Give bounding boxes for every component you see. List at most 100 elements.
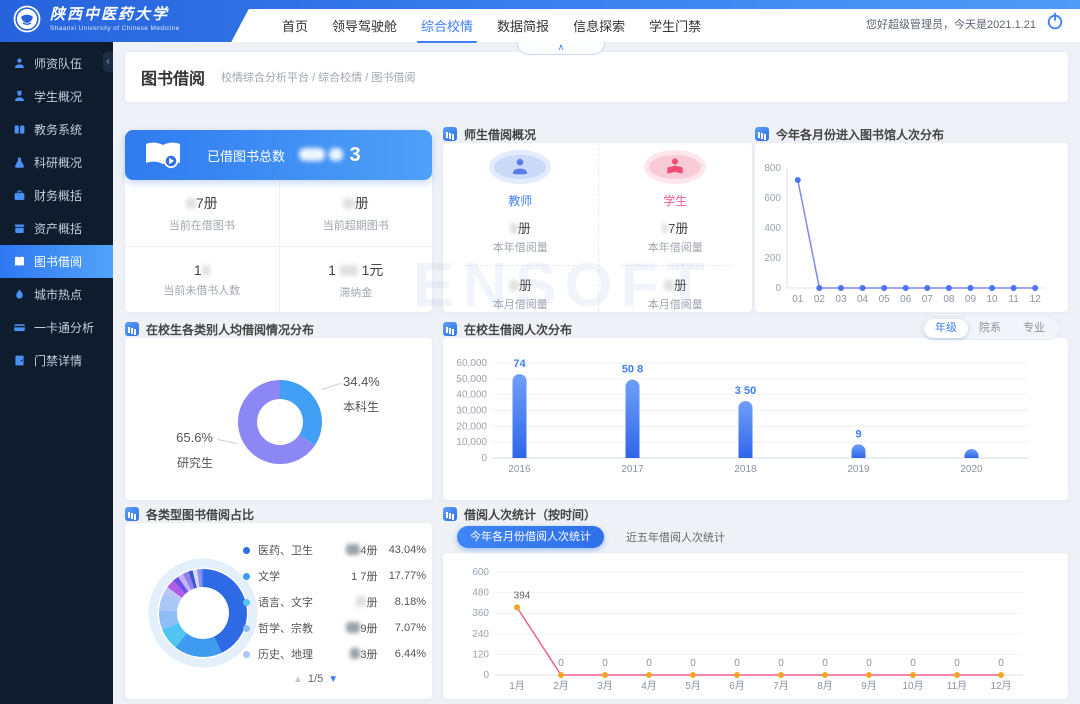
student-label: 学生 xyxy=(663,194,688,208)
svg-text:360: 360 xyxy=(472,608,489,619)
nav-collapse-handle[interactable]: ∧ xyxy=(517,42,605,55)
redaction-blur xyxy=(346,622,361,633)
svg-text:400: 400 xyxy=(764,223,781,234)
tab-last-five-years[interactable]: 近五年借阅人次统计 xyxy=(626,532,725,544)
nav-item-data-brief[interactable]: 数据简报 xyxy=(497,19,550,34)
sidebar-item-research[interactable]: 科研概况 xyxy=(0,146,113,179)
sidebar-item-finance[interactable]: 财务概括 xyxy=(0,179,113,212)
legend-row: 哲学、宗教 9册 7.07% xyxy=(243,615,426,641)
svg-text:12月: 12月 xyxy=(990,680,1011,692)
asset-box-icon xyxy=(13,222,26,235)
svg-text:09: 09 xyxy=(965,294,977,305)
sidebar-item-students[interactable]: 学生概况 xyxy=(0,80,113,113)
redaction-blur xyxy=(662,223,669,234)
legend-pct: 17.77% xyxy=(388,570,426,582)
redaction-blur xyxy=(185,198,196,209)
nav-item-student-access[interactable]: 学生门禁 xyxy=(649,19,702,34)
stat-late-fee: 1 1元 滞纳金 xyxy=(278,246,432,312)
svg-text:0: 0 xyxy=(910,658,916,669)
pager-up-icon[interactable]: ▲ xyxy=(293,673,303,685)
redaction-blur xyxy=(342,198,355,209)
sidebar-item-access-detail[interactable]: 门禁详情 xyxy=(0,344,113,377)
redaction-blur xyxy=(350,648,361,659)
stat-value: 1 xyxy=(193,261,202,278)
sidebar-item-label: 学生概况 xyxy=(34,90,83,104)
pager-down-icon[interactable]: ▼ xyxy=(328,673,339,685)
svg-text:12: 12 xyxy=(1030,294,1042,305)
sidebar-item-city-hotspot[interactable]: 城市热点 xyxy=(0,278,113,311)
undergrad-pct-label: 34.4% xyxy=(343,374,380,389)
sidebar-item-academic-system[interactable]: 教务系统 xyxy=(0,113,113,146)
tab-department[interactable]: 院系 xyxy=(979,322,1001,334)
svg-text:40,000: 40,000 xyxy=(456,390,487,401)
breadcrumb: 校情综合分析平台 / 综合校情 / 图书借阅 xyxy=(221,72,416,84)
teacher-label: 教师 xyxy=(508,194,533,208)
legend-pct: 6.44% xyxy=(394,648,426,660)
legend-dot xyxy=(243,598,250,606)
redaction-blur xyxy=(509,223,518,234)
sidebar-item-assets[interactable]: 资产概括 xyxy=(0,212,113,245)
page-title-panel: 图书借阅 校情综合分析平台 / 综合校情 / 图书借阅 xyxy=(125,52,1068,102)
teacher-student-card: 师生借阅概况 教师 册 本年借阅量 册 xyxy=(443,125,752,312)
sidebar-item-card-analysis[interactable]: 一卡通分析 xyxy=(0,311,113,344)
nav-item-cockpit[interactable]: 领导驾驶舱 xyxy=(332,19,398,34)
chevron-left-icon: ‹ xyxy=(106,56,110,67)
borrow-year-bar-chart[interactable]: 0 10,000 20,000 30,000 40,000 50,000 60,000 74 2… xyxy=(443,338,1068,500)
svg-text:11: 11 xyxy=(1008,294,1019,305)
svg-text:01: 01 xyxy=(792,294,804,305)
total-borrowed-banner: 已借图书总数 3 xyxy=(125,130,432,180)
legend-pct: 7.07% xyxy=(394,622,426,634)
sidebar-item-label: 教务系统 xyxy=(34,123,83,137)
book-categories-donut[interactable] xyxy=(125,523,275,699)
student-icon xyxy=(13,90,26,103)
university-emblem-icon xyxy=(13,5,41,33)
svg-text:74: 74 xyxy=(513,358,526,370)
tab-major[interactable]: 专业 xyxy=(1023,322,1045,334)
svg-text:2月: 2月 xyxy=(553,680,569,692)
tab-this-year-monthly[interactable]: 今年各月份借阅人次统计 xyxy=(457,526,604,548)
student-category-donut[interactable] xyxy=(125,338,432,500)
sidebar-collapse-button[interactable]: ‹ xyxy=(103,52,113,72)
nav-item-campus-overview[interactable]: 综合校情 xyxy=(417,16,478,43)
svg-text:2020: 2020 xyxy=(960,464,983,475)
nav-item-info-explore[interactable]: 信息探索 xyxy=(573,19,626,34)
stat-overdue: 册 当前超期图书 xyxy=(278,180,433,246)
sidebar-item-teachers[interactable]: 师资队伍 xyxy=(0,47,113,80)
stat-value: 册 xyxy=(354,195,369,211)
user-greeting: 您好超级管理员，今天是2021.1.21 xyxy=(866,19,1036,31)
postgrad-pct-label: 65.6% xyxy=(176,430,213,445)
legend-dot xyxy=(243,572,250,580)
svg-text:7月: 7月 xyxy=(773,680,789,692)
entries-line-chart[interactable]: 0 200 400 600 800 01 02 03 04 05 06 07 08 09 10 11 12 xyxy=(755,143,1068,312)
student-month-value: 册 xyxy=(673,278,687,293)
redaction-blur xyxy=(299,148,326,161)
student-category-card-icon xyxy=(125,322,139,336)
svg-text:04: 04 xyxy=(857,294,869,305)
svg-text:2018: 2018 xyxy=(734,464,757,475)
legend-label: 医药、卫生 xyxy=(258,545,313,557)
redaction-blur xyxy=(346,544,361,555)
university-name: 陕西中医药大学 xyxy=(50,5,170,24)
sidebar-item-label: 师资队伍 xyxy=(34,57,83,71)
main-content: ENSOFT 图书借阅 校情综合分析平台 / 综合校情 / 图书借阅 已借图书总… xyxy=(113,42,1080,704)
svg-text:480: 480 xyxy=(472,588,489,599)
nav-item-home[interactable]: 首页 xyxy=(282,19,309,34)
sidebar-item-library-borrowing[interactable]: 图书借阅 xyxy=(0,245,113,278)
page-title: 图书借阅 xyxy=(141,71,206,88)
tab-grade[interactable]: 年级 xyxy=(924,318,968,338)
redaction-blur xyxy=(508,280,519,291)
svg-text:10: 10 xyxy=(986,294,998,305)
teacher-column: 教师 册 本年借阅量 册 本月借阅量 xyxy=(443,143,598,312)
redaction-blur xyxy=(356,596,367,607)
legend-row: 历史、地理 3册 6.44% xyxy=(243,641,426,667)
svg-text:0: 0 xyxy=(954,658,960,669)
total-borrowed-card: 已借图书总数 3 7册 当前在借图书 册 当前超期图书 1 当前未借书人数 xyxy=(125,130,432,312)
flask-icon xyxy=(13,156,26,169)
open-book-play-icon xyxy=(146,142,180,169)
teacher-month-label: 本月借阅量 xyxy=(492,299,548,311)
postgrad-label: 研究生 xyxy=(176,456,213,470)
svg-text:0: 0 xyxy=(646,658,652,669)
svg-text:4月: 4月 xyxy=(641,680,657,692)
logout-power-icon[interactable] xyxy=(1046,12,1064,30)
borrow-month-line-chart[interactable]: 0 120 240 360 480 600 1月 2月 3月 4月 5月 6月 7月 8月 9月 10月 11月… xyxy=(443,553,1068,699)
